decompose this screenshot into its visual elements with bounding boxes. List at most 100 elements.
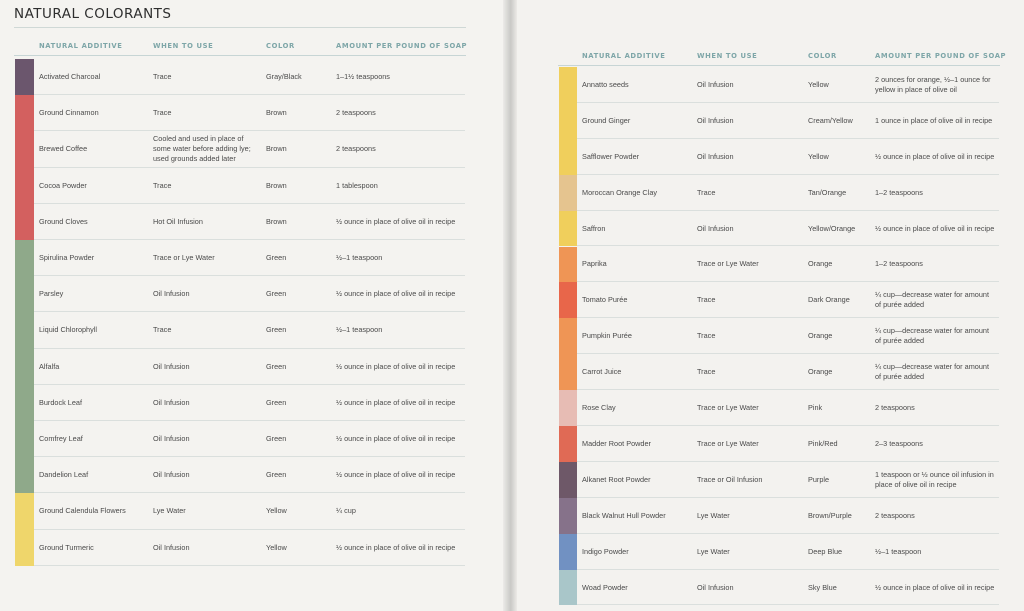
additive-cell: Activated Charcoal xyxy=(39,72,101,82)
row-divider xyxy=(577,137,999,139)
table-row: Brewed Coffee Cooled and used in place of… xyxy=(0,131,1024,168)
amount-cell: ½ ounce in place of olive oil in recipe xyxy=(875,223,995,233)
when-to-use-cell: Hot Oil Infusion xyxy=(153,216,203,226)
when-to-use-cell: Trace xyxy=(697,331,716,341)
when-to-use-cell: Trace or Oil Infusion xyxy=(697,474,763,484)
left-header-divider xyxy=(14,55,466,56)
when-to-use-cell: Cooled and used in place of some water b… xyxy=(153,134,251,164)
table-row: Liquid Chlorophyll Trace Green ½–1 teaspoon xyxy=(0,312,1024,349)
when-to-use-cell: Oil Infusion xyxy=(153,542,190,552)
additive-cell: Woad Powder xyxy=(582,582,628,592)
table-row: Ground Cloves Hot Oil Infusion Brown ½ ounc… xyxy=(0,203,1024,240)
color-cell: Green xyxy=(266,325,287,335)
amount-cell: ½ ounce in place of olive oil in recipe xyxy=(875,582,995,592)
table-row: Annatto seeds Oil Infusion Yellow 2 ounces … xyxy=(0,67,1024,103)
additive-cell: Cocoa Powder xyxy=(39,180,87,190)
row-divider xyxy=(34,347,465,349)
amount-cell: 1–2 teaspoons xyxy=(875,259,923,269)
when-to-use-cell: Oil Infusion xyxy=(697,79,734,89)
right-header-amount: AMOUNT PER POUND OF SOAP xyxy=(875,52,1007,60)
table-row: Dandelion Leaf Oil Infusion Green ½ ounce i… xyxy=(0,457,1024,494)
when-to-use-cell: Trace xyxy=(697,187,716,197)
color-cell: Yellow xyxy=(266,506,287,516)
row-divider xyxy=(34,456,465,458)
table-row: Tomato Purée Trace Dark Orange ¼ cup—decrea… xyxy=(0,282,1024,319)
amount-cell: ½ ounce in place of olive oil in recipe xyxy=(336,434,456,444)
table-row: Paprika Trace or Lye Water Orange 1–2 teasp… xyxy=(0,246,1024,283)
color-swatch xyxy=(15,131,34,168)
color-cell: Gray/Black xyxy=(266,72,302,82)
amount-cell: 2 teaspoons xyxy=(336,144,376,154)
color-cell: Green xyxy=(266,361,287,371)
table-row: Saffron Oil Infusion Yellow/Orange ½ ounce … xyxy=(0,210,1024,247)
color-swatch xyxy=(559,102,577,139)
table-row: Alkanet Root Powder Trace or Oil Infusion… xyxy=(0,461,1024,498)
additive-cell: Ground Calendula Flowers xyxy=(39,506,126,516)
left-header-additive: NATURAL ADDITIVE xyxy=(39,42,123,50)
amount-cell: ¼ cup—decrease water for amount of purée… xyxy=(875,326,989,346)
row-divider xyxy=(34,383,465,385)
color-cell: Purple xyxy=(808,474,830,484)
when-to-use-cell: Oil Infusion xyxy=(697,115,734,125)
left-header-amount: AMOUNT PER POUND OF SOAP xyxy=(336,42,468,50)
amount-cell: 2 teaspoons xyxy=(875,510,915,520)
table-row: Comfrey Leaf Oil Infusion Green ½ ounce in … xyxy=(0,421,1024,458)
row-divider xyxy=(577,353,999,355)
when-to-use-cell: Trace xyxy=(153,108,172,118)
color-swatch xyxy=(15,59,34,96)
when-to-use-cell: Oil Infusion xyxy=(153,361,190,371)
amount-cell: 2 teaspoons xyxy=(875,403,915,413)
additive-cell: Indigo Powder xyxy=(582,546,629,556)
color-cell: Brown/Purple xyxy=(808,510,852,520)
row-divider xyxy=(34,130,465,132)
table-row: Rose Clay Trace or Lye Water Pink 2 teaspoo… xyxy=(0,390,1024,426)
table-row: Black Walnut Hull Powder Lye Water Brown/P… xyxy=(0,497,1024,534)
right-header-additive: NATURAL ADDITIVE xyxy=(582,52,666,60)
color-swatch xyxy=(559,282,577,319)
color-swatch xyxy=(15,529,34,566)
row-divider xyxy=(577,496,999,498)
row-divider xyxy=(34,238,465,240)
table-row: Pumpkin Purée Trace Orange ¼ cup—decrease w… xyxy=(0,318,1024,355)
additive-cell: Black Walnut Hull Powder xyxy=(582,510,666,520)
when-to-use-cell: Oil Infusion xyxy=(153,434,190,444)
color-swatch xyxy=(15,240,34,277)
when-to-use-cell: Lye Water xyxy=(697,510,730,520)
when-to-use-cell: Trace xyxy=(697,295,716,305)
additive-cell: Alfalfa xyxy=(39,361,60,371)
color-swatch xyxy=(559,354,577,391)
additive-cell: Madder Root Powder xyxy=(582,438,651,448)
color-cell: Yellow xyxy=(266,542,287,552)
when-to-use-cell: Trace xyxy=(153,325,172,335)
right-page xyxy=(511,0,1024,611)
color-swatch xyxy=(559,246,577,283)
color-swatch xyxy=(15,312,34,349)
color-swatch xyxy=(559,426,577,462)
color-cell: Cream/Yellow xyxy=(808,115,853,125)
table-row: Madder Root Powder Trace or Lye Water Pink… xyxy=(0,426,1024,462)
amount-cell: ½–1 teaspoon xyxy=(336,325,383,335)
color-cell: Sky Blue xyxy=(808,582,837,592)
when-to-use-cell: Oil Infusion xyxy=(153,397,190,407)
when-to-use-cell: Trace or Lye Water xyxy=(153,253,215,263)
color-swatch xyxy=(15,276,34,313)
color-cell: Green xyxy=(266,253,287,263)
right-header-color: COLOR xyxy=(808,52,837,60)
when-to-use-cell: Oil Infusion xyxy=(697,223,734,233)
additive-cell: Liquid Chlorophyll xyxy=(39,325,98,335)
color-swatch xyxy=(15,203,34,240)
color-cell: Brown xyxy=(266,216,287,226)
additive-cell: Ground Turmeric xyxy=(39,542,94,552)
when-to-use-cell: Trace or Lye Water xyxy=(697,259,759,269)
row-divider xyxy=(577,532,999,534)
color-cell: Green xyxy=(266,397,287,407)
amount-cell: ½ ounce in place of olive oil in recipe xyxy=(336,470,456,480)
left-header-when: WHEN TO USE xyxy=(153,42,214,50)
amount-cell: ½ ounce in place of olive oil in recipe xyxy=(875,151,995,161)
amount-cell: ½ ounce in place of olive oil in recipe xyxy=(336,397,456,407)
additive-cell: Alkanet Root Powder xyxy=(582,474,651,484)
page-title: NATURAL COLORANTS xyxy=(14,6,172,22)
amount-cell: 1–1½ teaspoons xyxy=(336,72,390,82)
color-cell: Brown xyxy=(266,144,287,154)
row-divider xyxy=(577,424,999,426)
